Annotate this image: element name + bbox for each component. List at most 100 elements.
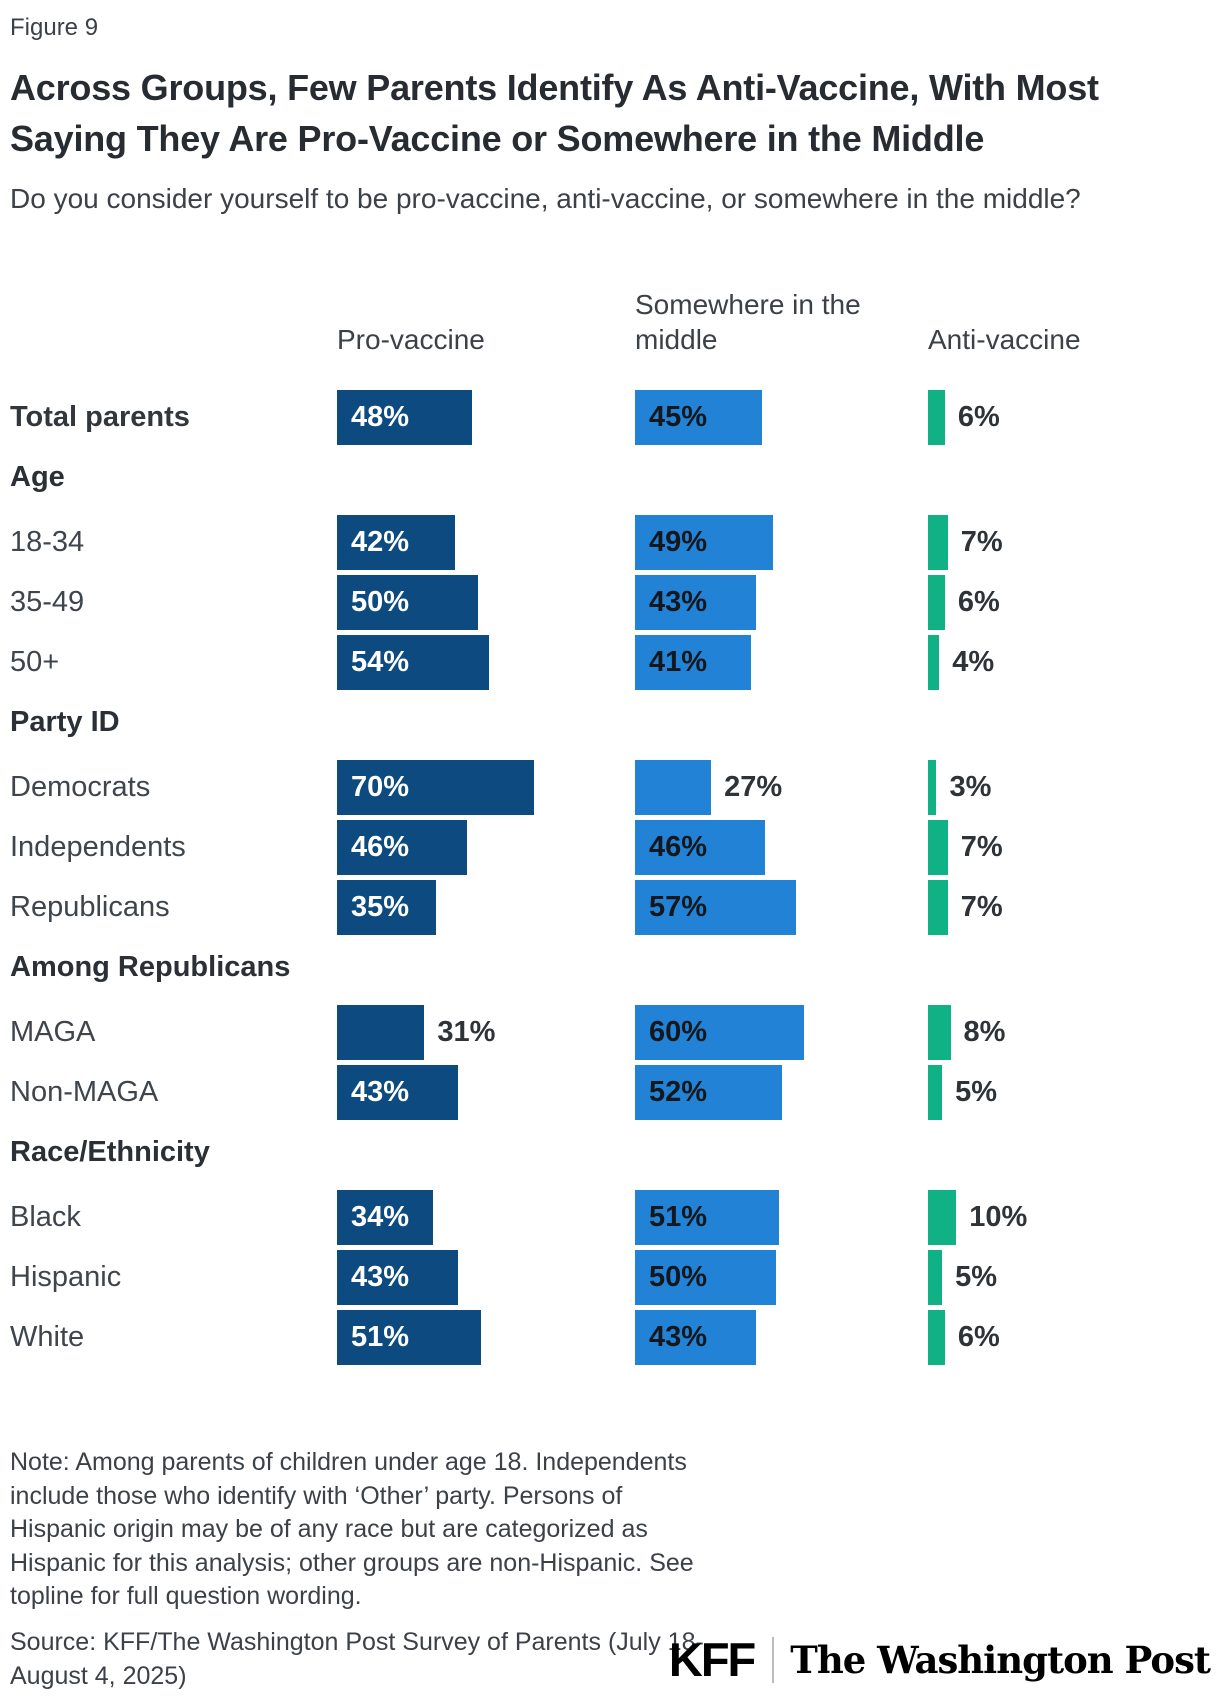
bar-democrats-pro-vaccine [337, 760, 535, 815]
row-label-democrats: Democrats [10, 771, 151, 803]
row-label-black: Black [10, 1201, 81, 1233]
series-header-pro-vaccine: Pro-vaccine [337, 324, 485, 355]
value-label-democrats-somewhere-in-the-middle: 27% [724, 771, 783, 803]
bar-black-somewhere-in-the-middle [635, 1190, 779, 1245]
chart-row-maga: MAGA 31% 60% 8% [10, 1005, 1210, 1060]
note-text: Note: Among parents of children under ag… [10, 1448, 694, 1610]
row-label-white: White [10, 1321, 85, 1353]
bar-black-anti-vaccine [928, 1190, 957, 1245]
grouped-bar-chart: Total parents 48% 45% 6% Age 18-34 42% 49% 7% 35-… [10, 390, 1210, 1370]
value-label-35-49-somewhere-in-the-middle: 43% [649, 586, 708, 618]
value-label-black-pro-vaccine: 34% [351, 1201, 410, 1233]
bar-35-49-somewhere-in-the-middle [635, 575, 757, 630]
bar-35-49-pro-vaccine [337, 575, 478, 630]
chart-row-total-parents: Total parents 48% 45% 6% [10, 390, 1210, 445]
series-column-headers: Pro-vaccine Somewhere in the middle Anti-v… [10, 286, 1220, 376]
row-label-hispanic: Hispanic [10, 1261, 122, 1293]
bar-white-pro-vaccine [337, 1310, 481, 1365]
value-label-18-34-anti-vaccine: 7% [960, 526, 1003, 558]
chart-row-white: White 51% 43% 6% [10, 1310, 1210, 1365]
bar-white-somewhere-in-the-middle [635, 1310, 757, 1365]
value-label-hispanic-pro-vaccine: 43% [351, 1261, 410, 1293]
value-label-35-49-anti-vaccine: 6% [957, 586, 1000, 618]
logo-divider [772, 1636, 775, 1683]
bar-non-maga-anti-vaccine [928, 1065, 943, 1120]
bar-18-34-somewhere-in-the-middle [635, 515, 774, 570]
logo-row: KFF The Washington Post [668, 1632, 1211, 1687]
value-label-independents-pro-vaccine: 46% [351, 831, 410, 863]
value-label-white-anti-vaccine: 6% [957, 1321, 1000, 1353]
section-header-age: Age [10, 461, 65, 493]
figure-label: Figure 9 [10, 14, 99, 41]
chart-row-black: Black 34% 51% 10% [10, 1190, 1210, 1245]
value-label-35-49-pro-vaccine: 50% [351, 586, 410, 618]
bar-non-maga-pro-vaccine [337, 1065, 459, 1120]
row-label-non-maga: Non-MAGA [10, 1076, 159, 1108]
row-label-50: 50+ [10, 646, 60, 678]
chart-subtitle: Do you consider yourself to be pro-vacci… [10, 183, 1081, 214]
value-label-maga-somewhere-in-the-middle: 60% [649, 1016, 708, 1048]
value-label-non-maga-anti-vaccine: 5% [955, 1076, 998, 1108]
kff-logo: KFF [668, 1633, 756, 1686]
bar-republicans-pro-vaccine [337, 880, 436, 935]
value-label-white-somewhere-in-the-middle: 43% [649, 1321, 708, 1353]
chart-row-democrats: Democrats 70% 27% 3% [10, 760, 1210, 815]
value-label-black-somewhere-in-the-middle: 51% [649, 1201, 708, 1233]
washington-post-logo: The Washington Post [790, 1637, 1211, 1682]
value-label-republicans-anti-vaccine: 7% [960, 891, 1003, 923]
bar-hispanic-anti-vaccine [928, 1250, 943, 1305]
bar-maga-anti-vaccine [928, 1005, 951, 1060]
value-label-non-maga-somewhere-in-the-middle: 52% [649, 1076, 708, 1108]
value-label-black-anti-vaccine: 10% [969, 1201, 1028, 1233]
bar-50-anti-vaccine [928, 635, 940, 690]
bar-republicans-anti-vaccine [928, 880, 948, 935]
bar-35-49-anti-vaccine [928, 575, 945, 630]
value-label-total-parents-pro-vaccine: 48% [351, 401, 410, 433]
value-label-independents-somewhere-in-the-middle: 46% [649, 831, 708, 863]
value-label-50-pro-vaccine: 54% [351, 646, 410, 678]
value-label-18-34-somewhere-in-the-middle: 49% [649, 526, 708, 558]
bar-black-pro-vaccine [337, 1190, 433, 1245]
section-header-race-ethnicity: Race/Ethnicity [10, 1136, 210, 1168]
value-label-total-parents-anti-vaccine: 6% [957, 401, 1000, 433]
row-label-maga: MAGA [10, 1016, 96, 1048]
row-label-18-34: 18-34 [10, 526, 85, 558]
bar-18-34-anti-vaccine [928, 515, 948, 570]
value-label-republicans-pro-vaccine: 35% [351, 891, 410, 923]
value-label-hispanic-anti-vaccine: 5% [955, 1261, 998, 1293]
bar-50-pro-vaccine [337, 635, 490, 690]
section-header-among-republicans: Among Republicans [10, 951, 291, 983]
chart-row-non-maga: Non-MAGA 43% 52% 5% [10, 1065, 1210, 1120]
chart-row-hispanic: Hispanic 43% 50% 5% [10, 1250, 1210, 1305]
chart-row-independents: Independents 46% 46% 7% [10, 820, 1210, 875]
value-label-republicans-somewhere-in-the-middle: 57% [649, 891, 708, 923]
chart-title: Across Groups, Few Parents Identify As A… [10, 67, 1099, 160]
value-label-democrats-pro-vaccine: 70% [351, 771, 410, 803]
bar-18-34-pro-vaccine [337, 515, 456, 570]
value-label-independents-anti-vaccine: 7% [960, 831, 1003, 863]
value-label-maga-anti-vaccine: 8% [963, 1016, 1006, 1048]
bar-maga-pro-vaccine [337, 1005, 425, 1060]
section-header-party-id: Party ID [10, 706, 120, 738]
bar-non-maga-somewhere-in-the-middle [635, 1065, 782, 1120]
bar-total-parents-anti-vaccine [928, 390, 945, 445]
value-label-hispanic-somewhere-in-the-middle: 50% [649, 1261, 708, 1293]
value-label-18-34-pro-vaccine: 42% [351, 526, 410, 558]
value-label-white-pro-vaccine: 51% [351, 1321, 410, 1353]
row-label-independents: Independents [10, 831, 186, 863]
value-label-democrats-anti-vaccine: 3% [949, 771, 992, 803]
bar-total-parents-somewhere-in-the-middle [635, 390, 762, 445]
chart-row-republicans: Republicans 35% 57% 7% [10, 880, 1210, 935]
chart-row-50: 50+ 54% 41% 4% [10, 635, 1210, 690]
bar-independents-somewhere-in-the-middle [635, 820, 765, 875]
value-label-50-anti-vaccine: 4% [952, 646, 995, 678]
bar-maga-somewhere-in-the-middle [635, 1005, 805, 1060]
value-label-non-maga-pro-vaccine: 43% [351, 1076, 410, 1108]
value-label-50-somewhere-in-the-middle: 41% [649, 646, 708, 678]
value-label-maga-pro-vaccine: 31% [437, 1016, 496, 1048]
series-header-anti-vaccine: Anti-vaccine [928, 324, 1081, 355]
row-label-35-49: 35-49 [10, 586, 85, 618]
source-text: Source: KFF/The Washington Post Survey o… [10, 1628, 704, 1690]
bar-total-parents-pro-vaccine [337, 390, 473, 445]
